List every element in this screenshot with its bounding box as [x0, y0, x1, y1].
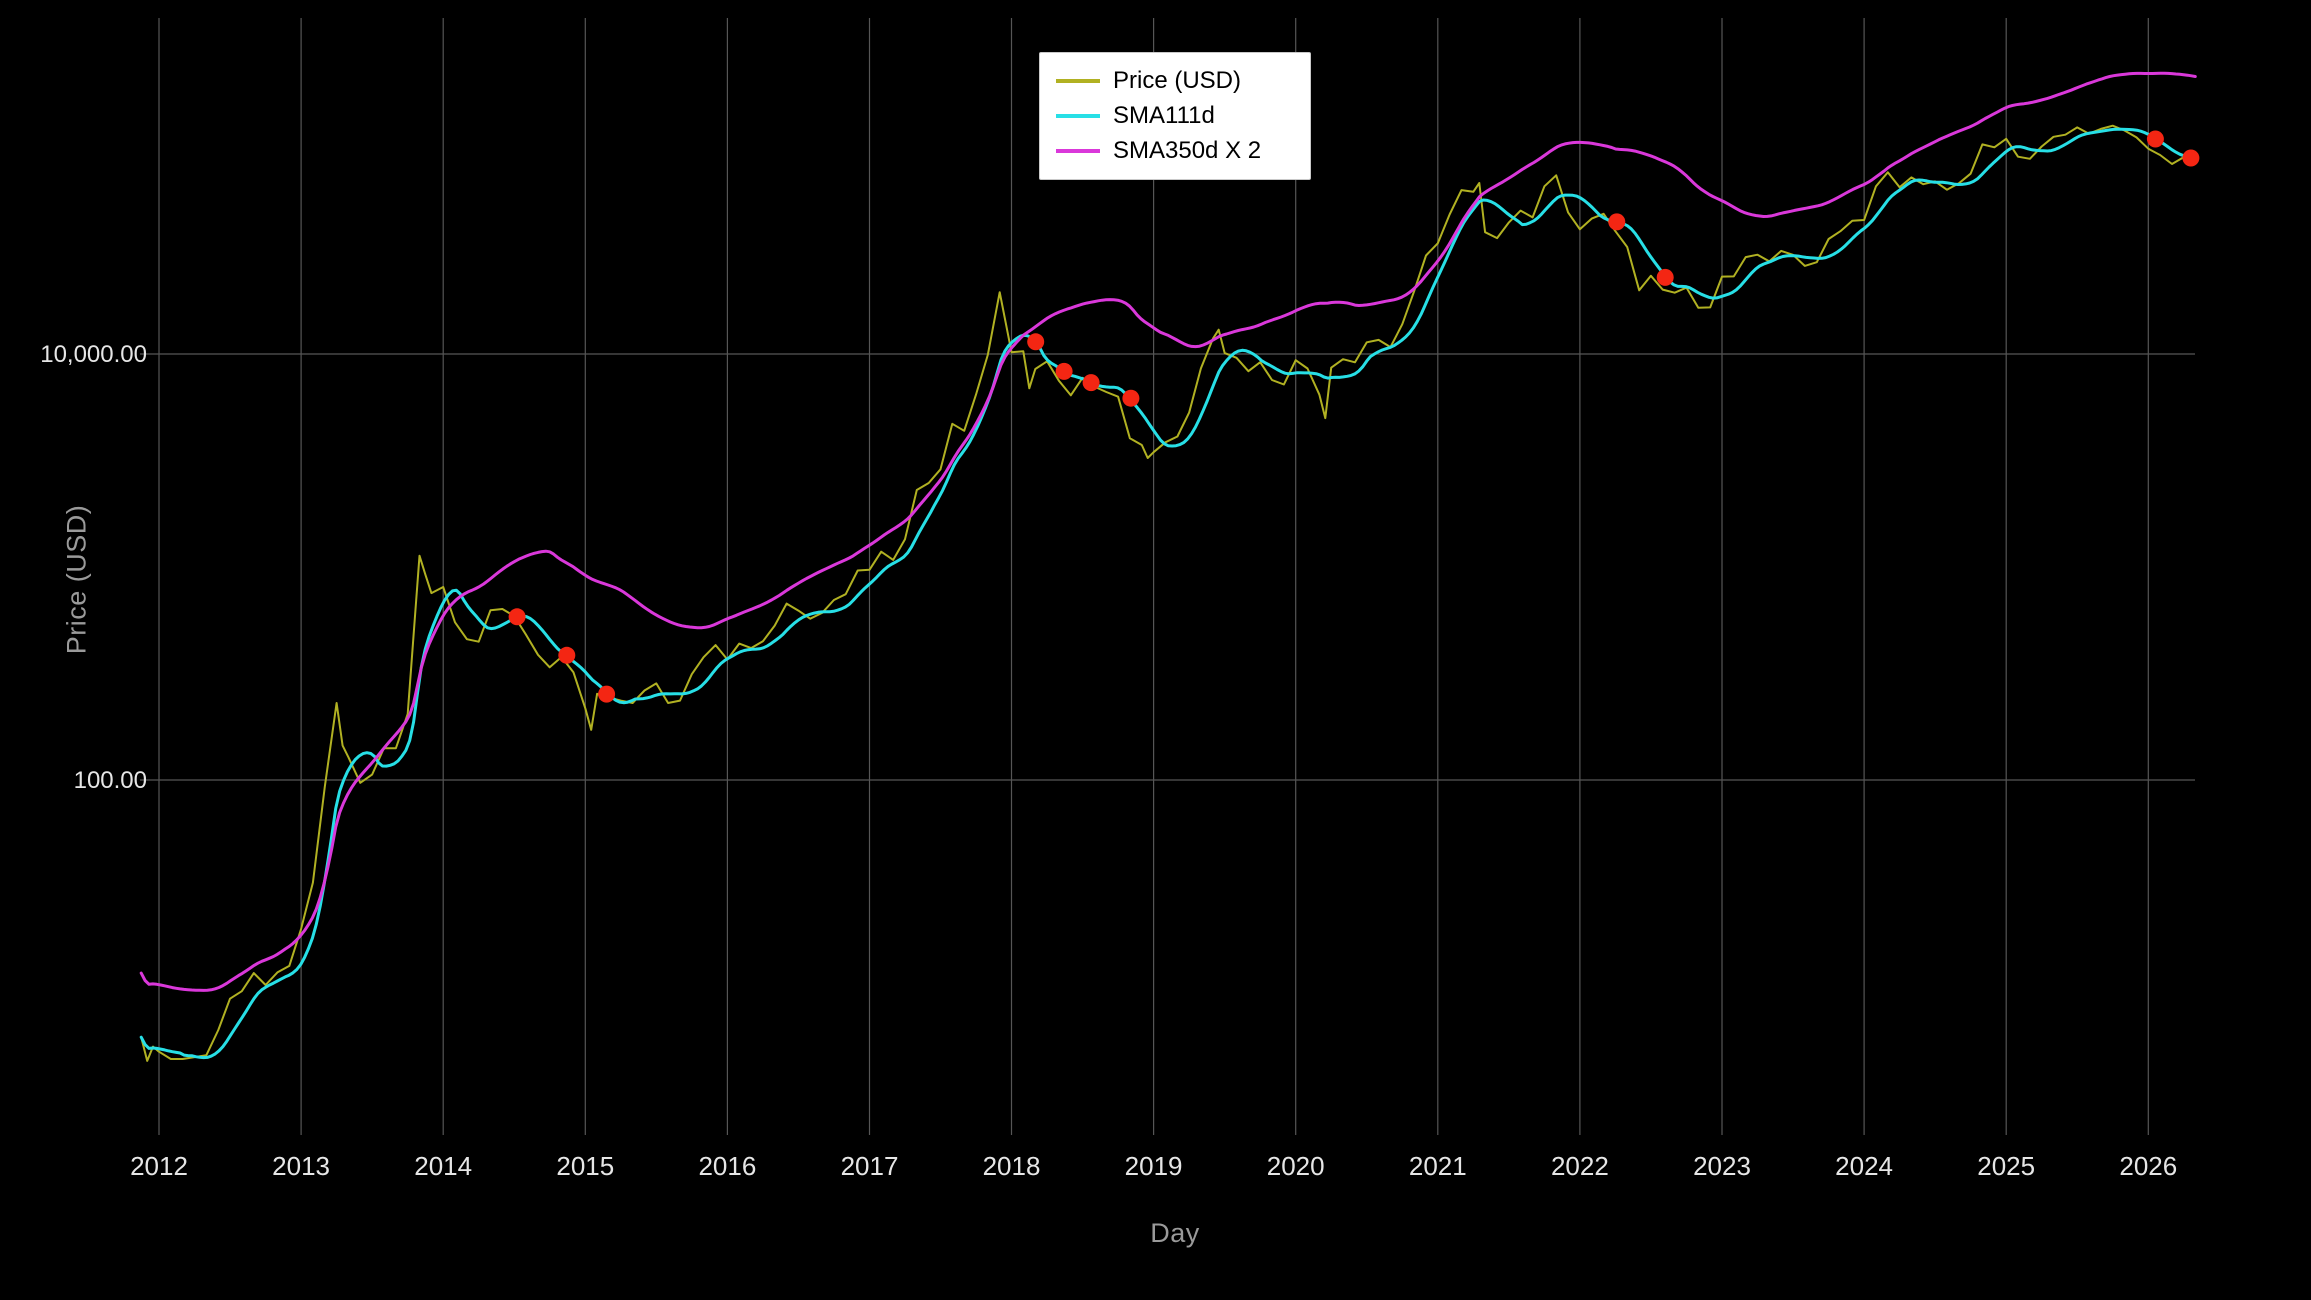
gridlines [140, 18, 2195, 1135]
x-tick-label-2020: 2020 [1267, 1151, 1325, 1181]
sma111-line [139, 127, 2197, 1060]
signal-marker [1055, 362, 1073, 380]
legend-swatch-price [1056, 78, 1100, 83]
signal-marker [1082, 374, 1100, 392]
x-tick-label-2016: 2016 [698, 1151, 756, 1181]
x-tick-label-2017: 2017 [841, 1151, 899, 1181]
y-axis-title: Price (USD) [62, 410, 93, 750]
x-tick-label-2021: 2021 [1409, 1151, 1467, 1181]
signal-marker [1027, 333, 1045, 351]
signal-marker [508, 608, 526, 626]
x-tick-label-2024: 2024 [1835, 1151, 1893, 1181]
x-tick-label-2013: 2013 [272, 1151, 330, 1181]
x-tick-label-2019: 2019 [1125, 1151, 1183, 1181]
legend-label-price: Price (USD) [1113, 66, 1242, 94]
legend-item-sma111: SMA111d [1056, 102, 1294, 130]
price-line [140, 124, 2197, 1062]
signal-marker [598, 685, 616, 703]
signal-marker [558, 646, 576, 664]
x-tick-label-2012: 2012 [130, 1151, 188, 1181]
x-axis-title-text: Day [1150, 1218, 1200, 1248]
x-tick-label-2025: 2025 [1977, 1151, 2035, 1181]
signal-marker [2182, 149, 2200, 167]
legend-swatch-sma111 [1056, 113, 1100, 118]
legend: Price (USD) SMA111d SMA350d X 2 [1039, 52, 1311, 180]
signal-markers [508, 130, 2200, 703]
signal-marker [1656, 268, 1674, 286]
legend-label-sma350x2: SMA350d X 2 [1113, 137, 1262, 165]
sma350x2-line [139, 71, 2197, 992]
signal-marker [1608, 213, 1626, 231]
legend-label-sma111: SMA111d [1113, 101, 1215, 129]
y-tick-label-10000: 10,000.00 [40, 341, 147, 368]
x-tick-label-2026: 2026 [2119, 1151, 2177, 1181]
legend-item-price: Price (USD) [1056, 67, 1294, 95]
y-axis-title-text: Price (USD) [61, 504, 92, 655]
signal-marker [1122, 389, 1140, 407]
legend-swatch-sma350x2 [1056, 149, 1100, 154]
x-tick-label-2018: 2018 [983, 1151, 1041, 1181]
x-tick-label-2014: 2014 [414, 1151, 472, 1181]
x-tick-label-2015: 2015 [556, 1151, 614, 1181]
legend-item-sma350x2: SMA350d X 2 [1056, 137, 1294, 165]
x-axis-title: Day [1025, 1218, 1325, 1249]
x-tick-label-2022: 2022 [1551, 1151, 1609, 1181]
x-tick-label-2023: 2023 [1693, 1151, 1751, 1181]
signal-marker [2146, 130, 2164, 148]
y-tick-label-100: 100.00 [74, 767, 147, 794]
